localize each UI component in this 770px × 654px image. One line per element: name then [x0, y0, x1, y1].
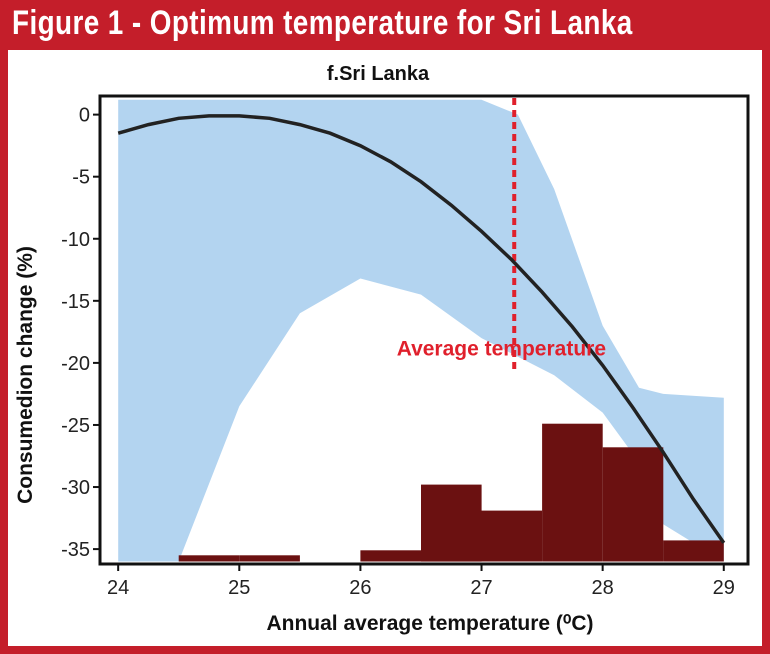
plot-frame	[98, 94, 750, 566]
x-axis-ticks: 24 25 26 27 28 29	[107, 564, 735, 599]
figure-banner-title: Figure 1 - Optimum temperature for Sri L…	[12, 4, 633, 42]
y-tick-label: 0	[79, 105, 90, 127]
confidence-band-group	[118, 99, 724, 562]
chart-panel: 24 25 26 27 28 29 0 -5 -10 -15 -20 -25 -30 -35 f.Sri…	[8, 50, 762, 646]
chart-svg: 24 25 26 27 28 29 0 -5 -10 -15 -20 -25 -30 -35 f.Sri…	[8, 50, 762, 646]
histogram-bar	[178, 555, 240, 562]
histogram-bar	[663, 540, 724, 562]
y-tick-label: -15	[61, 291, 90, 313]
x-tick-label: 27	[470, 577, 492, 599]
y-tick-label: -25	[61, 415, 90, 437]
y-tick-label: -35	[61, 539, 90, 561]
average-temperature-label: Average temperature	[397, 337, 606, 360]
histogram-group	[178, 423, 724, 562]
plot-frame-group	[98, 94, 750, 566]
plot-title: f.Sri Lanka	[327, 63, 430, 85]
x-tick-label: 24	[107, 577, 129, 599]
x-tick-label: 25	[228, 577, 250, 599]
y-tick-label: -5	[72, 167, 90, 189]
y-tick-label: -20	[61, 353, 90, 375]
histogram-bar	[481, 510, 543, 562]
y-tick-label: -10	[61, 229, 90, 251]
x-axis-title: Annual average temperature (⁰C)	[266, 612, 593, 635]
x-tick-label: 28	[592, 577, 614, 599]
x-tick-label: 26	[349, 577, 371, 599]
histogram-bar	[360, 550, 421, 562]
histogram-bar	[421, 484, 482, 562]
histogram-bar	[602, 447, 664, 562]
figure-banner: Figure 1 - Optimum temperature for Sri L…	[0, 0, 770, 48]
y-axis-title: Consumedion change (%)	[14, 246, 37, 504]
confidence-band	[118, 99, 724, 562]
y-tick-label: -30	[61, 477, 90, 499]
y-axis-ticks: 0 -5 -10 -15 -20 -25 -30 -35	[61, 105, 100, 561]
fit-curve-group	[117, 114, 726, 544]
x-tick-label: 29	[713, 577, 735, 599]
fit-curve	[117, 114, 726, 544]
histogram-bar	[542, 423, 603, 562]
histogram-bar	[239, 555, 300, 562]
